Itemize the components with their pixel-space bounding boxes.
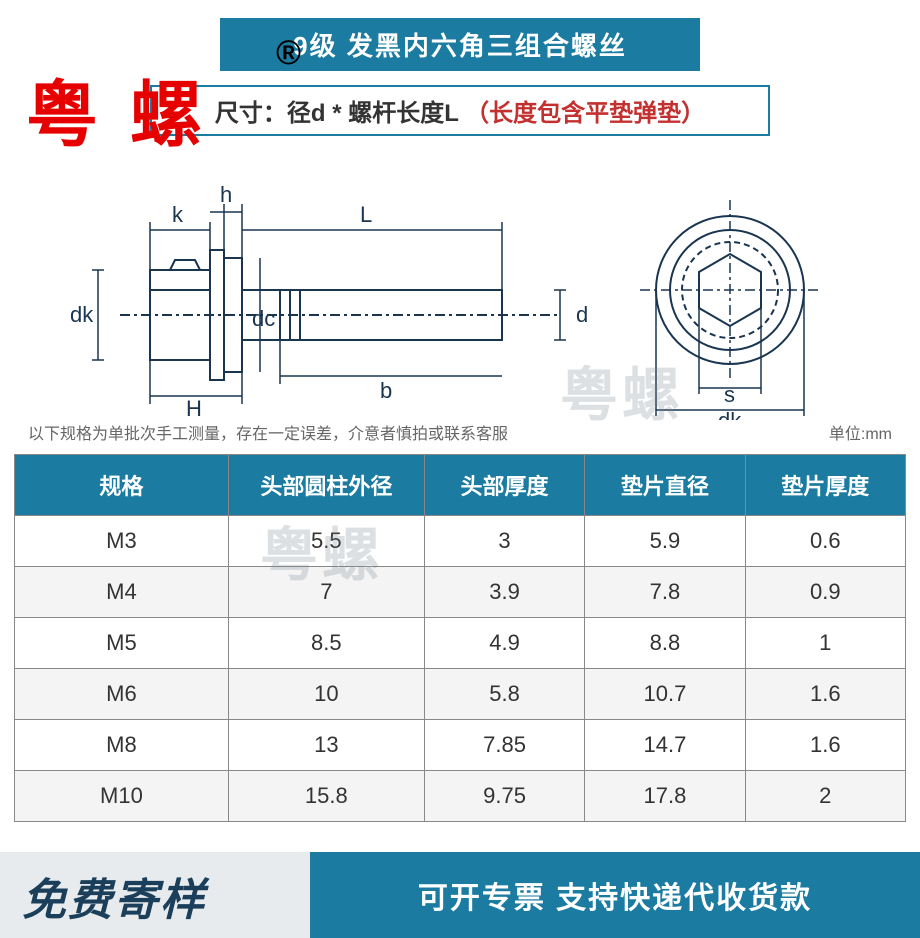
- table-cell: 5.5: [228, 516, 424, 567]
- size-subtitle: 尺寸：径d * 螺杆长度L （长度包含平垫弹垫）: [150, 85, 770, 136]
- table-header-cell: 垫片直径: [585, 455, 745, 516]
- registered-mark: ®: [276, 34, 301, 73]
- table-cell: M4: [15, 567, 229, 618]
- table-cell: 10.7: [585, 669, 745, 720]
- table-header-cell: 头部厚度: [424, 455, 584, 516]
- table-cell: 1.6: [745, 669, 905, 720]
- footer-left: 免费寄样: [0, 852, 310, 938]
- table-header-cell: 规格: [15, 455, 229, 516]
- table-cell: 5.9: [585, 516, 745, 567]
- table-cell: 15.8: [228, 771, 424, 822]
- table-cell: 9.75: [424, 771, 584, 822]
- footer: 免费寄样 可开专票 支持快递代收货款: [0, 852, 920, 938]
- label-d: d: [576, 302, 588, 327]
- size-sub-black: 尺寸：径d * 螺杆长度L: [215, 100, 459, 127]
- label-L: L: [360, 202, 372, 227]
- table-cell: 0.6: [745, 516, 905, 567]
- table-cell: 1.6: [745, 720, 905, 771]
- table-body: M35.535.90.6M473.97.80.9M58.54.98.81M610…: [15, 516, 906, 822]
- spec-table: 规格头部圆柱外径头部厚度垫片直径垫片厚度 M35.535.90.6M473.97…: [14, 454, 906, 822]
- label-dc: dc: [252, 306, 275, 331]
- table-row: M35.535.90.6: [15, 516, 906, 567]
- note-row: 以下规格为单批次手工测量，存在一定误差，介意者慎拍或联系客服 单位:mm: [0, 420, 920, 450]
- table-cell: 8.8: [585, 618, 745, 669]
- table-row: M1015.89.7517.82: [15, 771, 906, 822]
- label-H: H: [186, 396, 202, 420]
- table-cell: 3.9: [424, 567, 584, 618]
- label-k: k: [172, 202, 184, 227]
- table-cell: 7: [228, 567, 424, 618]
- table-cell: 13: [228, 720, 424, 771]
- label-h: h: [220, 182, 232, 207]
- table-cell: M10: [15, 771, 229, 822]
- table-row: M6105.810.71.6: [15, 669, 906, 720]
- table-row: M58.54.98.81: [15, 618, 906, 669]
- table-cell: 10: [228, 669, 424, 720]
- table-row: M473.97.80.9: [15, 567, 906, 618]
- table-cell: 5.8: [424, 669, 584, 720]
- table-cell: 8.5: [228, 618, 424, 669]
- technical-diagram: dk k h L H dc b d s dk: [0, 140, 920, 420]
- table-cell: M5: [15, 618, 229, 669]
- table-cell: 7.8: [585, 567, 745, 618]
- table-cell: M6: [15, 669, 229, 720]
- table-cell: 14.7: [585, 720, 745, 771]
- table-cell: 2: [745, 771, 905, 822]
- footer-right: 可开专票 支持快递代收货款: [310, 852, 920, 938]
- note-left: 以下规格为单批次手工测量，存在一定误差，介意者慎拍或联系客服: [28, 420, 508, 444]
- table-cell: M8: [15, 720, 229, 771]
- table-row: M8137.8514.71.6: [15, 720, 906, 771]
- table-cell: 3: [424, 516, 584, 567]
- label-b: b: [380, 378, 392, 403]
- label-s: s: [724, 382, 735, 407]
- table-header-row: 规格头部圆柱外径头部厚度垫片直径垫片厚度: [15, 455, 906, 516]
- note-right: 单位:mm: [829, 420, 892, 444]
- table-cell: 4.9: [424, 618, 584, 669]
- table-cell: M3: [15, 516, 229, 567]
- table-header-cell: 垫片厚度: [745, 455, 905, 516]
- table-cell: 1: [745, 618, 905, 669]
- table-header-cell: 头部圆柱外径: [228, 455, 424, 516]
- label-dk2: dk: [718, 408, 742, 420]
- table-cell: 17.8: [585, 771, 745, 822]
- table-cell: 7.85: [424, 720, 584, 771]
- size-sub-red: （长度包含平垫弹垫）: [465, 100, 705, 127]
- label-dk: dk: [70, 302, 94, 327]
- table-cell: 0.9: [745, 567, 905, 618]
